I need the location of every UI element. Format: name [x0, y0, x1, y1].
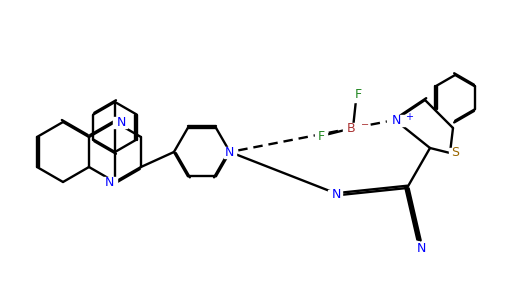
Bar [113, 117, 127, 128]
Bar [224, 147, 236, 158]
Bar [343, 123, 365, 134]
Bar [103, 177, 117, 188]
Text: N: N [391, 113, 401, 127]
Text: +: + [405, 112, 413, 122]
Text: N: N [116, 115, 125, 128]
Text: N: N [331, 188, 340, 201]
Text: S: S [451, 147, 459, 160]
Bar [315, 130, 327, 140]
Text: B: B [347, 121, 355, 134]
Bar [449, 147, 461, 158]
Bar [328, 190, 342, 200]
Text: F: F [354, 89, 361, 102]
Text: F: F [317, 130, 325, 143]
Bar [352, 91, 364, 102]
Text: N: N [416, 243, 425, 256]
Bar [415, 243, 427, 254]
Text: N: N [225, 145, 234, 158]
Bar [387, 115, 409, 125]
Text: −: − [361, 120, 369, 130]
Text: N: N [104, 175, 114, 188]
